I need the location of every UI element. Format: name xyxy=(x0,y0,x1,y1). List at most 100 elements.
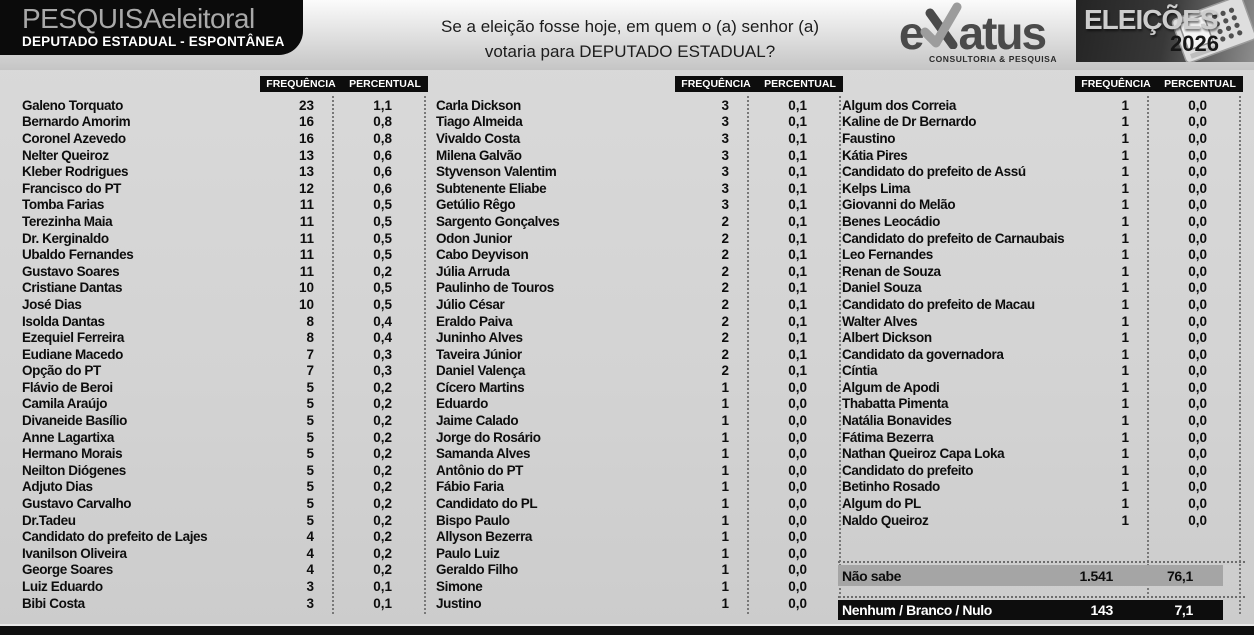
table-row: Renan de Souza 1 0,0 xyxy=(838,263,1245,280)
percent-value: 0,3 xyxy=(373,346,392,362)
table-row: Neilton Diógenes 5 0,2 xyxy=(18,462,430,479)
candidate-name: Paulo Luiz xyxy=(436,545,500,561)
percent-value: 0,5 xyxy=(373,230,392,246)
candidate-name: Kelps Lima xyxy=(842,180,911,196)
percent-value: 0,0 xyxy=(788,529,807,545)
percent-value: 0,1 xyxy=(788,164,807,180)
summary-row-nao-sabe: Não sabe 1.541 76,1 xyxy=(838,565,1223,586)
percent-value: 0,0 xyxy=(1188,429,1207,445)
percent-value: 0,0 xyxy=(1188,462,1207,478)
column-header: FREQUÊNCIA PERCENTUAL xyxy=(260,76,428,92)
table-row: Anne Lagartixa 5 0,2 xyxy=(18,429,430,446)
frequency-value: 7 xyxy=(306,346,314,362)
frequency-value: 11 xyxy=(299,230,314,246)
percent-value: 0,0 xyxy=(788,545,807,561)
frequency-value: 5 xyxy=(306,479,314,495)
percent-value: 0,5 xyxy=(373,197,392,213)
table-row: Daniel Valença 2 0,1 xyxy=(432,363,845,380)
table-row: Camila Araújo 5 0,2 xyxy=(18,396,430,413)
candidate-name: Subtenente Eliabe xyxy=(436,180,547,196)
percent-value: 0,8 xyxy=(373,114,392,130)
elections-badge: ELEIÇÕES 2026 xyxy=(1076,0,1254,62)
percent-value: 0,2 xyxy=(373,413,392,429)
frequency-value: 4 xyxy=(306,545,314,561)
table-row: Kleber Rodrigues 13 0,6 xyxy=(18,163,430,180)
table-row: Leo Fernandes 1 0,0 xyxy=(838,246,1245,263)
percent-value: 0,0 xyxy=(1188,164,1207,180)
percent-value: 0,1 xyxy=(788,346,807,362)
percent-value: 0,0 xyxy=(1188,496,1207,512)
table-row: Dr.Tadeu 5 0,2 xyxy=(18,512,430,529)
percent-value: 0,1 xyxy=(788,330,807,346)
frequency-value: 8 xyxy=(306,330,314,346)
frequency-value: 2 xyxy=(721,363,729,379)
table-row: Terezinha Maia 11 0,5 xyxy=(18,213,430,230)
frequency-value: 11 xyxy=(299,213,314,229)
candidate-name: Coronel Azevedo xyxy=(22,130,126,146)
candidate-name: Opção do PT xyxy=(22,363,101,379)
table-row: Candidato do PL 1 0,0 xyxy=(432,495,845,512)
candidate-name: Thabatta Pimenta xyxy=(842,396,949,412)
table-row: Milena Galvão 3 0,1 xyxy=(432,147,845,164)
candidate-name: Candidato do prefeito de Assú xyxy=(842,164,1026,180)
table-row: Styvenson Valentim 3 0,1 xyxy=(432,163,845,180)
percent-value: 0,1 xyxy=(788,296,807,312)
rows-container: Galeno Torquato 23 1,1 Bernardo Amorim 16 0,8… xyxy=(18,97,430,611)
survey-question: Se a eleição fosse hoje, em quem o (a) s… xyxy=(398,15,862,64)
percent-value: 0,0 xyxy=(1188,230,1207,246)
table-row: Candidato do prefeito de Carnaubais 1 0,0 xyxy=(838,230,1245,247)
percent-value: 0,1 xyxy=(788,363,807,379)
percent-value: 0,1 xyxy=(788,180,807,196)
candidate-name: Candidato do prefeito de Lajes xyxy=(22,529,208,545)
frequency-value: 5 xyxy=(306,413,314,429)
percent-value: 0,0 xyxy=(788,429,807,445)
frequency-value: 1 xyxy=(1121,296,1129,312)
candidate-name: Neilton Diógenes xyxy=(22,462,126,478)
table-row: Divaneide Basílio 5 0,2 xyxy=(18,412,430,429)
table-row: Coronel Azevedo 16 0,8 xyxy=(18,130,430,147)
candidate-name: Júlio César xyxy=(436,296,505,312)
candidate-name: Betinho Rosado xyxy=(842,479,940,495)
survey-question-line2: votaria para DEPUTADO ESTADUAL? xyxy=(484,41,776,61)
percent-value: 0,1 xyxy=(788,114,807,130)
candidate-name: Anne Lagartixa xyxy=(22,429,114,445)
candidate-name: Júlia Arruda xyxy=(436,263,510,279)
percent-value: 0,1 xyxy=(788,97,807,113)
table-row: Candidato do prefeito de Assú 1 0,0 xyxy=(838,163,1245,180)
exatus-logo: e atus CONSULTORIA & PESQUISA xyxy=(866,2,1078,64)
percent-value: 0,2 xyxy=(373,545,392,561)
column-header: FREQUÊNCIA PERCENTUAL xyxy=(675,76,843,92)
frequency-value: 2 xyxy=(721,330,729,346)
candidate-name: Daniel Valença xyxy=(436,363,525,379)
candidate-name: Camila Araújo xyxy=(22,396,108,412)
percent-value: 0,0 xyxy=(1188,147,1207,163)
percent-value: 0,1 xyxy=(788,230,807,246)
candidate-name: Juninho Alves xyxy=(436,330,523,346)
frequency-value: 1 xyxy=(721,446,729,462)
summary-label: Não sabe xyxy=(842,567,902,584)
percent-value: 0,8 xyxy=(373,130,392,146)
percent-value: 0,1 xyxy=(373,595,392,611)
frequency-value: 5 xyxy=(306,446,314,462)
candidate-name: Jaime Calado xyxy=(436,413,519,429)
candidate-name: Eudiane Macedo xyxy=(22,346,123,362)
candidate-name: Francisco do PT xyxy=(22,180,122,196)
candidate-name: Dr.Tadeu xyxy=(22,512,76,528)
percent-value: 0,0 xyxy=(1188,97,1207,113)
table-row: Cabo Deyvison 2 0,1 xyxy=(432,246,845,263)
table-row: Daniel Souza 1 0,0 xyxy=(838,280,1245,297)
frequency-value: 16 xyxy=(298,114,314,130)
summary-frequency: 1.541 xyxy=(1079,567,1113,584)
table-row: Sargento Gonçalves 2 0,1 xyxy=(432,213,845,230)
frequency-value: 2 xyxy=(721,247,729,263)
frequency-value: 1 xyxy=(721,562,729,578)
table-row: Giovanni do Melão 1 0,0 xyxy=(838,197,1245,214)
percent-value: 0,0 xyxy=(788,512,807,528)
frequency-value: 16 xyxy=(298,130,314,146)
frequency-value: 3 xyxy=(721,180,729,196)
table-row: Betinho Rosado 1 0,0 xyxy=(838,479,1245,496)
candidate-name: Nathan Queiroz Capa Loka xyxy=(842,446,1005,462)
header-band: PESQUISAeleitoral DEPUTADO ESTADUAL - ES… xyxy=(0,0,1254,70)
table-row: Fátima Bezerra 1 0,0 xyxy=(838,429,1245,446)
table-row: Júlio César 2 0,1 xyxy=(432,296,845,313)
